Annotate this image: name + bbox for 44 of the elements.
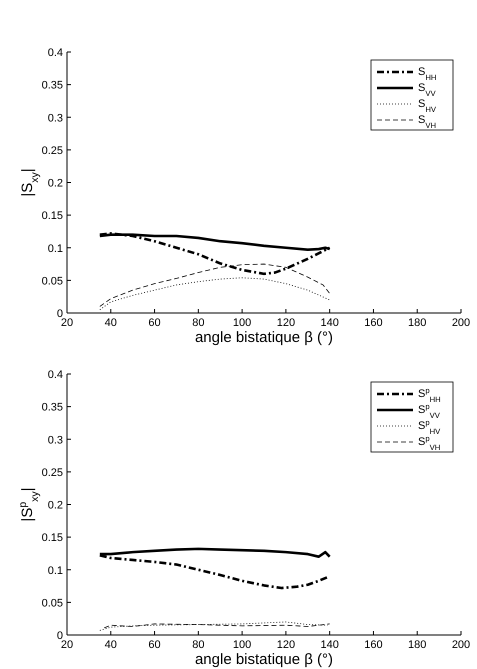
x-tick-label: 120	[276, 317, 296, 329]
x-tick-label: 100	[232, 317, 252, 329]
y-tick-label: 0.1	[48, 242, 63, 255]
x-tick-label: 180	[408, 317, 426, 329]
x-tick-label: 160	[364, 639, 383, 651]
y-tick-label: 0	[56, 630, 63, 642]
x-tick-label: 80	[192, 639, 204, 651]
y-tick-label: 0.35	[42, 402, 63, 414]
x-tick-label: 160	[364, 317, 383, 329]
x-tick-label: 100	[232, 639, 252, 651]
x-tick-label: 180	[408, 639, 426, 651]
y-tick-label: 0.3	[48, 112, 63, 124]
y-tick-label: 0.05	[42, 275, 63, 288]
y-tick-label: 0.4	[48, 369, 63, 381]
y-tick-label: 0.05	[42, 597, 63, 610]
y-tick-label: 0.35	[42, 80, 63, 92]
x-tick-label: 60	[148, 639, 161, 651]
x-tick-label: 120	[276, 639, 296, 651]
y-tick-label: 0.25	[42, 466, 63, 479]
y-tick-label: 0.15	[42, 210, 63, 222]
y-tick-label: 0.3	[48, 434, 63, 446]
x-tick-label: 40	[104, 317, 117, 329]
x-tick-label: 20	[60, 639, 74, 651]
legend-label: S$_{HV}$	[418, 98, 437, 114]
x-tick-label: 200	[452, 317, 470, 329]
y-tick-label: 0.25	[42, 144, 63, 157]
x-tick-label: 140	[320, 317, 339, 329]
y-tick-label: 0.15	[42, 532, 63, 544]
x-tick-label: 60	[148, 317, 161, 329]
x-axis-title: angle bistatique β (°)	[194, 329, 334, 346]
y-tick-label: 0.2	[48, 500, 63, 512]
x-tick-label: 40	[104, 639, 117, 651]
x-tick-label: 140	[320, 639, 339, 651]
legend-label: S$_{VH}$	[418, 114, 436, 130]
legend-label: S$_{VV}$	[418, 82, 436, 98]
x-tick-label: 200	[452, 639, 470, 651]
y-tick-label: 0.1	[48, 564, 63, 577]
y-tick-label: 0	[56, 308, 63, 320]
x-tick-label: 20	[60, 317, 74, 329]
y-tick-label: 0.4	[48, 47, 63, 59]
legend-label: S$_{HH}$	[418, 66, 436, 82]
x-tick-label: 80	[192, 317, 204, 329]
x-axis-title: angle bistatique β (°)	[194, 651, 334, 668]
y-tick-label: 0.2	[48, 178, 63, 190]
